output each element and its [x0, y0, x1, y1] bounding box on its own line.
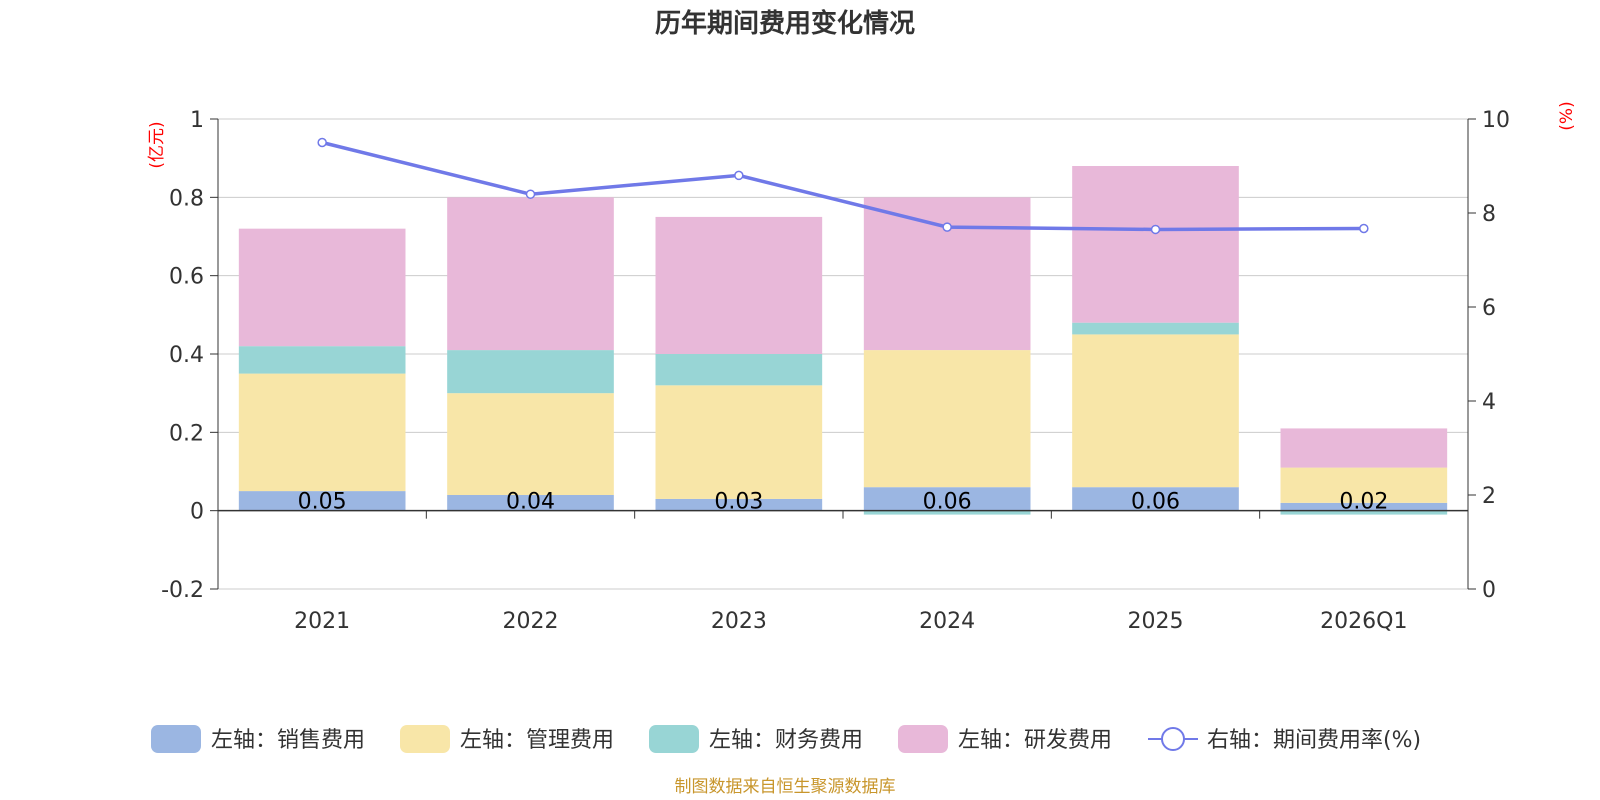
left-axis-tick-label: 0 — [190, 500, 204, 525]
bar-segment — [238, 228, 406, 347]
legend-swatch — [151, 725, 201, 753]
left-axis-tick-label: 0.6 — [169, 265, 204, 290]
data-label: 0.02 — [1339, 490, 1388, 515]
left-axis-unit: (亿元) — [147, 121, 167, 168]
right-axis-tick-label: 4 — [1482, 390, 1496, 415]
bar-segment — [447, 350, 614, 394]
x-axis-tick-label: 2022 — [503, 609, 559, 634]
legend[interactable]: 左轴：销售费用 左轴：管理费用 左轴：财务费用 左轴：研发费用 右轴：期间费用率(%) — [151, 725, 1421, 753]
bar-segment — [1072, 334, 1239, 488]
chart-title: 历年期间费用变化情况 — [655, 8, 915, 39]
right-axis-tick-label: 8 — [1482, 202, 1496, 227]
legend-label: 左轴：管理费用 — [460, 728, 614, 753]
right-axis-tick-label: 2 — [1482, 484, 1496, 509]
x-axis-tick-label: 2026Q1 — [1320, 609, 1407, 634]
data-label: 0.04 — [506, 490, 555, 515]
left-axis-tick-label: 0.8 — [169, 186, 204, 211]
legend-swatch — [898, 725, 948, 753]
bar-segment — [863, 510, 1031, 515]
bar-segment — [655, 216, 823, 354]
bar-segment — [1072, 487, 1239, 511]
x-axis-tick-label: 2023 — [711, 609, 767, 634]
bar-segment — [1072, 322, 1239, 335]
data-label: 0.03 — [714, 490, 763, 515]
bar-stack — [238, 166, 1448, 515]
legend-label: 左轴：研发费用 — [958, 728, 1112, 753]
legend-swatch — [400, 725, 450, 753]
left-axis-tick-label: -0.2 — [161, 578, 204, 603]
legend-label: 右轴：期间费用率(%) — [1207, 728, 1421, 753]
bar-segment — [655, 385, 823, 499]
bar-segment — [1280, 502, 1448, 511]
legend-swatch — [649, 725, 699, 753]
bar-segment — [1280, 467, 1448, 503]
left-axis-tick-label: 0.2 — [169, 421, 204, 446]
expense-rate-point — [525, 189, 536, 199]
legend-line-marker — [1161, 727, 1185, 751]
left-axis-tick-label: 0.4 — [169, 343, 204, 368]
source-note: 制图数据来自恒生聚源数据库 — [675, 777, 896, 797]
data-labels: 0.05 0.04 0.03 0.06 0.06 0.02 — [298, 490, 1389, 515]
data-label: 0.06 — [923, 490, 972, 515]
bar-segment — [655, 354, 823, 386]
bar-segment — [238, 373, 406, 492]
bar-segment — [447, 495, 614, 511]
bar-segment — [863, 197, 1031, 351]
bar-segment — [1072, 166, 1239, 323]
x-axis-tick-label: 2025 — [1128, 609, 1184, 634]
expense-rate-point — [1359, 223, 1369, 234]
expense-rate-line-path — [321, 140, 1364, 232]
right-axis-tick-label: 6 — [1482, 296, 1496, 321]
x-axis-tick-label: 2024 — [919, 609, 975, 634]
bar-segment — [1280, 510, 1448, 515]
expense-rate-line — [317, 137, 1369, 235]
right-axis-tick-label: 0 — [1482, 578, 1496, 603]
right-axis-tick-label: 10 — [1482, 108, 1510, 133]
left-axis-tick-label: 1 — [190, 108, 204, 133]
expense-rate-point — [942, 222, 952, 232]
bar-segment — [863, 487, 1031, 511]
bar-segment — [238, 491, 406, 511]
expense-rate-point — [317, 137, 327, 148]
bar-segment — [1280, 428, 1448, 468]
expense-rate-point — [1150, 224, 1161, 235]
bar-segment — [238, 346, 406, 374]
right-axis-unit: (%) — [1557, 101, 1577, 130]
x-axis-tick-label: 2021 — [294, 609, 350, 634]
bar-segment — [447, 197, 614, 351]
legend-label: 左轴：销售费用 — [211, 728, 365, 753]
data-label: 0.05 — [298, 490, 347, 515]
legend-label: 左轴：财务费用 — [709, 728, 863, 753]
bar-segment — [655, 498, 823, 511]
data-label: 0.06 — [1131, 490, 1180, 515]
bar-segment — [863, 350, 1031, 488]
expense-rate-point — [734, 170, 744, 181]
bar-segment — [447, 393, 614, 495]
